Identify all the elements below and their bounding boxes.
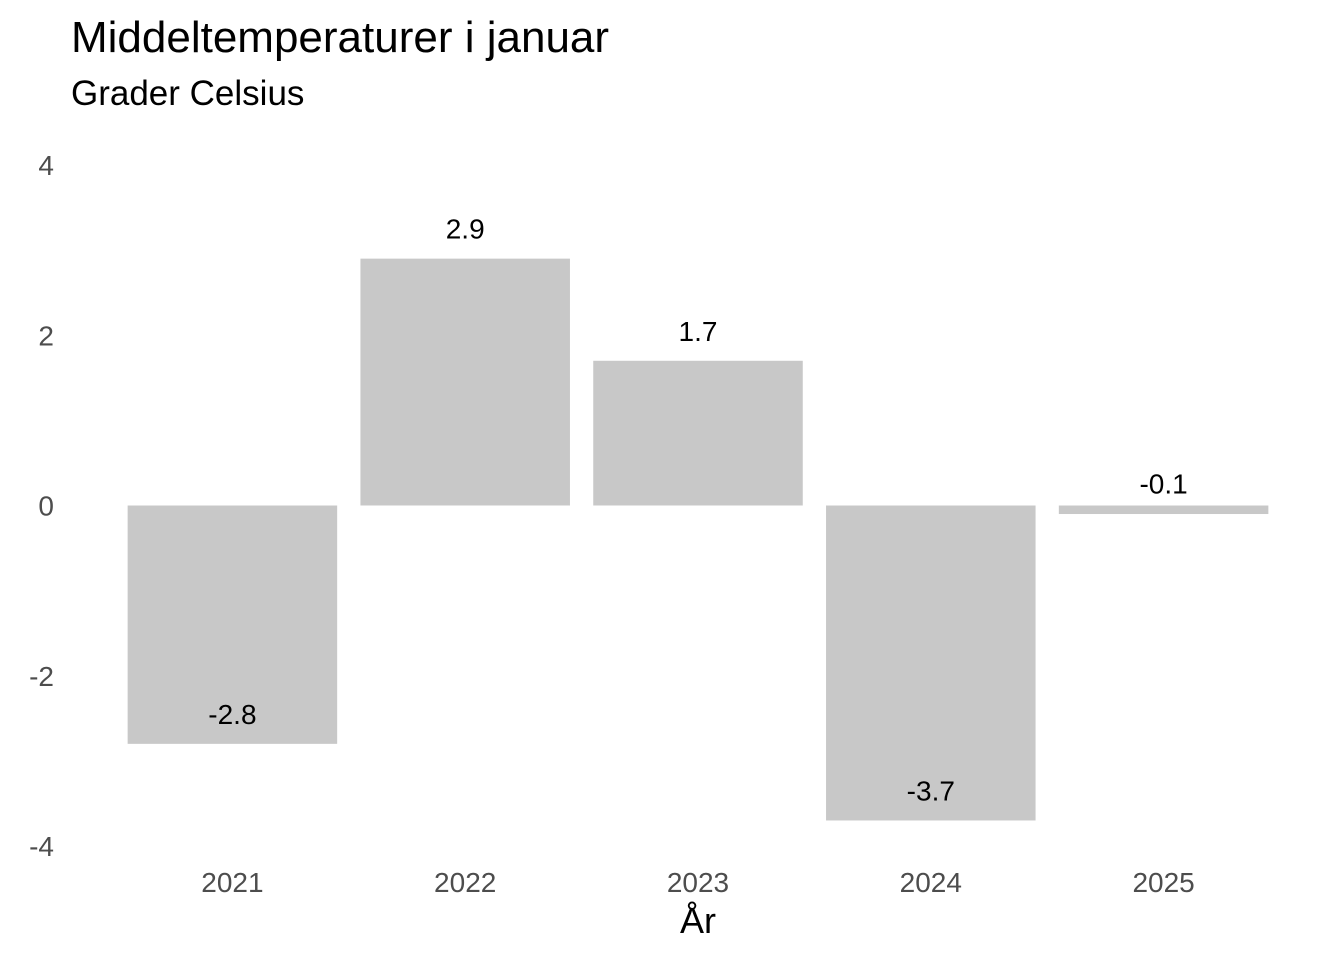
data-label: -3.7	[907, 775, 955, 806]
y-tick-label: 0	[38, 491, 54, 522]
data-label: -2.8	[208, 699, 256, 730]
x-tick-label: 2024	[900, 867, 962, 898]
data-labels: -2.8 2.9 1.7 -3.7 -0.1	[208, 214, 1187, 807]
bar-2025	[1058, 505, 1269, 515]
bar-2023	[593, 360, 803, 506]
y-tick-label: -2	[29, 661, 54, 692]
data-label: 2.9	[446, 214, 485, 245]
bar-series	[127, 258, 1269, 821]
bar-2021	[127, 505, 338, 744]
x-tick-label: 2022	[434, 867, 496, 898]
bar-2022	[360, 258, 570, 506]
x-tick-label: 2021	[201, 867, 263, 898]
data-label: 1.7	[679, 316, 718, 347]
x-tick-label: 2025	[1132, 867, 1194, 898]
data-label: -0.1	[1139, 469, 1187, 500]
y-tick-label: 4	[38, 150, 54, 181]
bar-2024	[826, 505, 1036, 821]
y-tick-label: -4	[29, 831, 54, 862]
x-axis: 2021 2022 2023 2024 2025	[201, 867, 1194, 898]
chart-subtitle: Grader Celsius	[71, 74, 305, 113]
x-axis-title: År	[680, 900, 716, 941]
x-tick-label: 2023	[667, 867, 729, 898]
y-tick-label: 2	[38, 320, 54, 351]
chart-title: Middeltemperaturer i januar	[71, 13, 610, 62]
y-axis: 4 2 0 -2 -4	[29, 150, 54, 862]
